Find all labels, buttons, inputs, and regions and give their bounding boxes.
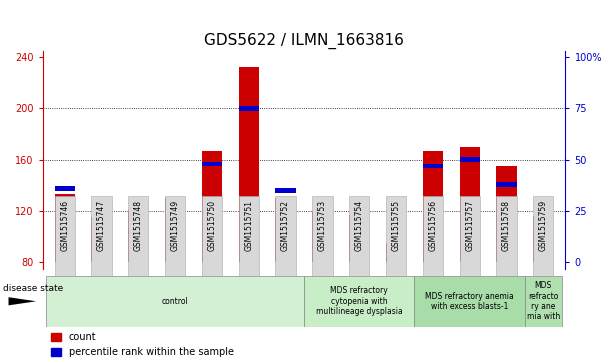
FancyBboxPatch shape xyxy=(238,196,259,276)
FancyBboxPatch shape xyxy=(525,276,562,327)
FancyBboxPatch shape xyxy=(496,196,517,276)
Bar xyxy=(496,182,517,187)
FancyBboxPatch shape xyxy=(349,196,369,276)
Bar xyxy=(533,240,553,244)
Text: MDS refractory anemia
with excess blasts-1: MDS refractory anemia with excess blasts… xyxy=(426,291,514,311)
Bar xyxy=(128,229,148,234)
FancyBboxPatch shape xyxy=(202,196,222,276)
Text: GSM1515754: GSM1515754 xyxy=(354,200,364,251)
FancyBboxPatch shape xyxy=(415,276,525,327)
Title: GDS5622 / ILMN_1663816: GDS5622 / ILMN_1663816 xyxy=(204,33,404,49)
Bar xyxy=(460,147,480,262)
Bar xyxy=(533,216,553,262)
Text: control: control xyxy=(162,297,188,306)
FancyBboxPatch shape xyxy=(423,196,443,276)
FancyBboxPatch shape xyxy=(386,196,406,276)
FancyBboxPatch shape xyxy=(275,196,295,276)
Bar xyxy=(275,188,295,193)
Bar xyxy=(496,166,517,262)
FancyBboxPatch shape xyxy=(533,196,553,276)
FancyBboxPatch shape xyxy=(460,196,480,276)
Bar xyxy=(238,106,259,111)
Text: GSM1515756: GSM1515756 xyxy=(429,200,437,251)
Bar xyxy=(91,240,112,244)
Text: GSM1515750: GSM1515750 xyxy=(207,200,216,251)
Text: disease state: disease state xyxy=(3,284,63,293)
Bar xyxy=(349,244,369,248)
Text: MDS refractory
cytopenia with
multilineage dysplasia: MDS refractory cytopenia with multilinea… xyxy=(316,286,402,316)
Legend: count, percentile rank within the sample: count, percentile rank within the sample xyxy=(47,329,238,361)
Text: GSM1515748: GSM1515748 xyxy=(134,200,143,251)
Bar xyxy=(275,198,295,262)
Text: GSM1515751: GSM1515751 xyxy=(244,200,254,251)
Text: GSM1515749: GSM1515749 xyxy=(171,200,179,251)
FancyBboxPatch shape xyxy=(313,196,333,276)
Bar xyxy=(460,158,480,162)
Bar xyxy=(202,151,222,262)
Bar xyxy=(238,68,259,262)
Bar xyxy=(91,217,112,262)
Bar xyxy=(386,243,406,262)
Text: GSM1515757: GSM1515757 xyxy=(465,200,474,251)
Text: GSM1515746: GSM1515746 xyxy=(60,200,69,251)
FancyBboxPatch shape xyxy=(304,276,415,327)
Text: MDS
refracto
ry ane
mia with: MDS refracto ry ane mia with xyxy=(527,281,560,321)
Bar xyxy=(423,151,443,262)
FancyBboxPatch shape xyxy=(55,196,75,276)
Bar xyxy=(128,210,148,262)
FancyBboxPatch shape xyxy=(165,196,185,276)
Text: GSM1515747: GSM1515747 xyxy=(97,200,106,251)
Text: GSM1515755: GSM1515755 xyxy=(392,200,401,251)
Bar xyxy=(313,211,333,262)
FancyBboxPatch shape xyxy=(128,196,148,276)
Polygon shape xyxy=(9,297,36,305)
FancyBboxPatch shape xyxy=(46,276,304,327)
Text: GSM1515758: GSM1515758 xyxy=(502,200,511,251)
Text: GSM1515752: GSM1515752 xyxy=(281,200,290,251)
Bar xyxy=(386,258,406,262)
Bar xyxy=(423,164,443,168)
Bar xyxy=(55,194,75,262)
Text: GSM1515759: GSM1515759 xyxy=(539,200,548,251)
Bar xyxy=(313,244,333,248)
Bar xyxy=(165,199,185,203)
Text: GSM1515753: GSM1515753 xyxy=(318,200,327,251)
Bar xyxy=(55,186,75,191)
FancyBboxPatch shape xyxy=(91,196,112,276)
Bar xyxy=(165,201,185,262)
Bar xyxy=(349,215,369,262)
Bar xyxy=(202,162,222,166)
